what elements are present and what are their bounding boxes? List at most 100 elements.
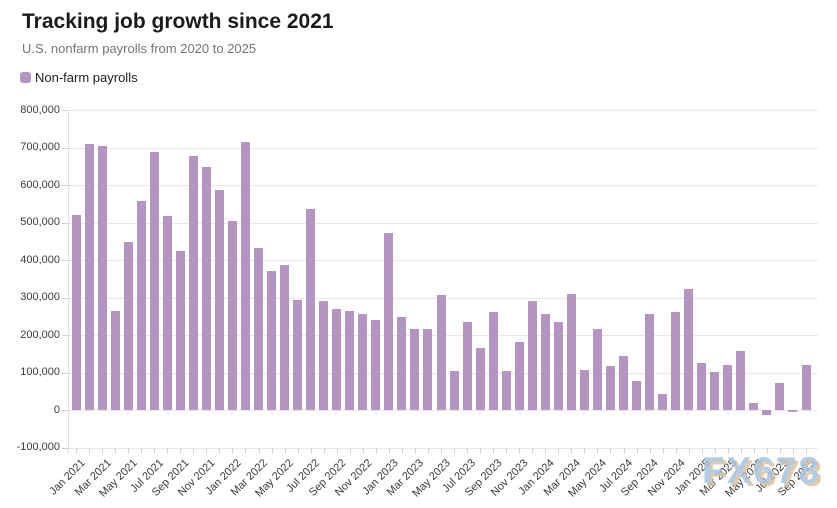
bar-jun-2025[interactable] [762,410,772,415]
bar-apr-2025[interactable] [736,350,746,410]
x-tickmark-feb-2023 [401,447,403,453]
bar-dec-2022[interactable] [371,320,381,410]
x-tickmark-feb-2025 [714,447,716,453]
page-subtitle: U.S. nonfarm payrolls from 2020 to 2025 [22,41,257,56]
x-tickmark-jan-2025 [701,447,703,453]
y-tickmark-800000 [62,110,68,111]
bar-feb-2024[interactable] [553,321,563,410]
bar-jan-2024[interactable] [540,314,550,410]
bar-aug-2025[interactable] [788,410,798,412]
y-axis-label-300000: 300,000 [20,291,60,303]
x-tickmark-may-2024 [597,447,599,453]
bar-may-2025[interactable] [749,402,759,410]
bar-may-2023[interactable] [436,295,446,410]
x-tickmark-nov-2022 [362,447,364,453]
bar-dec-2024[interactable] [684,288,694,410]
bar-apr-2024[interactable] [579,369,589,410]
bar-may-2024[interactable] [592,329,602,410]
bar-nov-2023[interactable] [514,341,524,410]
bar-oct-2023[interactable] [501,370,511,410]
x-tickmark-jun-2023 [454,447,456,453]
x-tickmark-mar-2023 [414,447,416,453]
bar-apr-2022[interactable] [267,271,277,410]
bar-jun-2023[interactable] [449,370,459,410]
bar-feb-2025[interactable] [710,371,720,410]
bar-nov-2022[interactable] [358,314,368,410]
x-tickmark-jul-2023 [467,447,469,453]
bar-nov-2021[interactable] [201,167,211,410]
x-tickmark-mar-2021 [102,447,104,453]
y-tickmark-0 [62,410,68,411]
bar-jan-2022[interactable] [227,221,237,410]
bar-jan-2021[interactable] [71,215,81,410]
x-tickmark-jul-2025 [779,447,781,453]
bar-jun-2024[interactable] [605,365,615,410]
page-title: Tracking job growth since 2021 [22,10,334,33]
bar-mar-2024[interactable] [566,293,576,410]
gridline-500000 [68,222,818,224]
legend-item-nonfarm-payrolls[interactable]: Non-farm payrolls [20,70,138,85]
bar-jul-2025[interactable] [775,382,785,410]
y-tickmark-600000 [62,185,68,186]
bar-dec-2021[interactable] [214,189,224,410]
x-tickmark-apr-2022 [271,447,273,453]
x-tickmark-may-2023 [441,447,442,453]
bar-aug-2022[interactable] [319,300,329,410]
bar-jan-2023[interactable] [384,233,394,410]
x-tickmark-oct-2023 [506,447,508,453]
y-axis-line [68,110,69,453]
bar-aug-2021[interactable] [162,216,172,410]
bar-oct-2024[interactable] [658,393,668,410]
x-tickmark-sep-2023 [493,447,495,453]
bar-nov-2024[interactable] [671,312,681,410]
bar-jun-2022[interactable] [293,300,303,410]
bar-feb-2022[interactable] [240,142,250,410]
bar-sep-2023[interactable] [488,311,498,410]
x-tickmark-dec-2022 [375,447,377,453]
bar-oct-2021[interactable] [188,156,198,410]
bar-jul-2022[interactable] [306,208,316,410]
bar-feb-2023[interactable] [397,317,407,410]
x-tickmark-oct-2022 [349,447,351,453]
gridline-700000 [68,147,818,149]
bar-oct-2022[interactable] [345,311,355,410]
bar-jul-2023[interactable] [462,321,472,410]
bar-mar-2025[interactable] [723,365,733,410]
bar-jul-2024[interactable] [619,356,628,410]
bar-jul-2021[interactable] [149,151,159,410]
bar-feb-2021[interactable] [84,143,94,410]
bar-sep-2022[interactable] [332,309,342,410]
x-tickmark-may-2025 [753,447,755,453]
gridline-0 [68,410,818,411]
x-tickmark-feb-2021 [89,447,91,453]
bar-aug-2023[interactable] [475,348,485,410]
y-axis-label-0: 0 [53,403,60,416]
bar-jun-2021[interactable] [136,201,146,410]
bar-apr-2021[interactable] [110,311,120,410]
bar-mar-2022[interactable] [254,248,263,410]
x-tickmark-apr-2021 [115,447,117,453]
x-tickmark-mar-2025 [727,447,729,453]
bar-dec-2023[interactable] [527,301,537,410]
x-tickmark-may-2021 [128,447,130,453]
bar-aug-2024[interactable] [632,380,642,410]
bar-apr-2023[interactable] [423,328,433,410]
x-tickmark-jan-2022 [232,447,234,453]
x-tickmark-dec-2024 [688,447,690,453]
x-tickmark-apr-2023 [427,447,429,453]
bar-sep-2021[interactable] [175,251,185,410]
y-axis-label-100000: 100,000 [20,366,60,378]
bar-sep-2024[interactable] [645,314,655,410]
bar-jan-2025[interactable] [697,363,707,410]
bar-mar-2023[interactable] [410,328,420,410]
bar-may-2021[interactable] [123,242,133,410]
x-tickmark-jun-2025 [766,447,768,453]
bar-mar-2021[interactable] [97,146,107,410]
bar-may-2022[interactable] [280,264,290,410]
x-tickmark-jul-2022 [310,447,312,453]
bar-sep-2025[interactable] [801,365,811,410]
x-tickmark-feb-2024 [558,447,560,453]
gridline-600000 [68,185,818,186]
